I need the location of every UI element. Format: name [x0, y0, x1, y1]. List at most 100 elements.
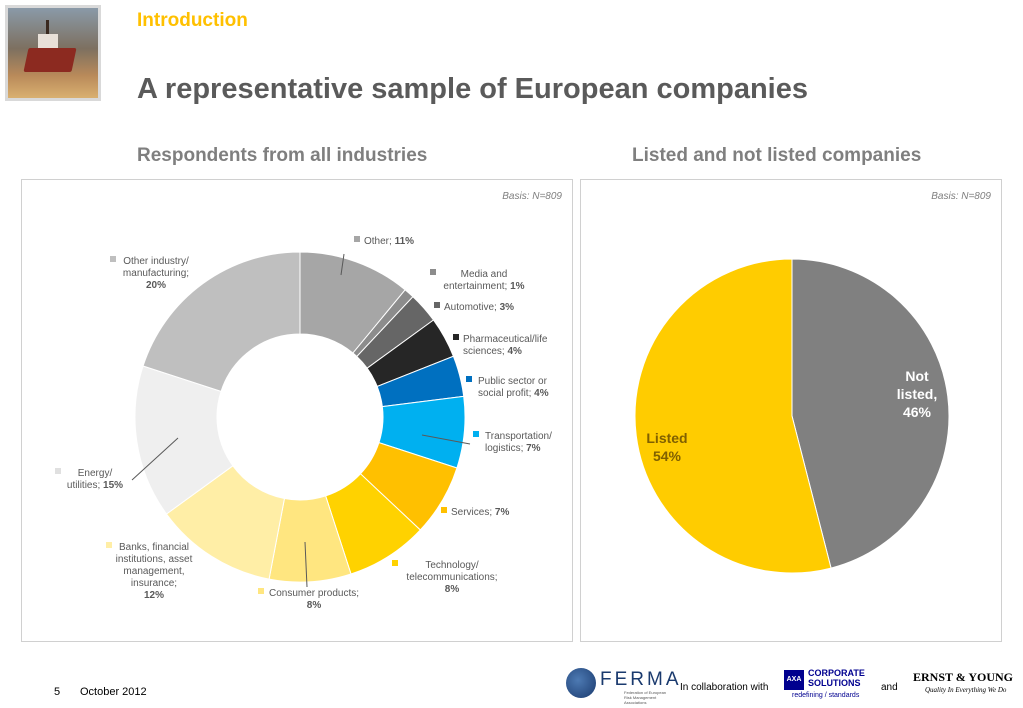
donut-label-line: Media and	[461, 269, 508, 280]
donut-label-line: entertainment;	[443, 281, 510, 292]
pie-label-line: 54%	[653, 448, 682, 464]
right-chart-subtitle: Listed and not listed companies	[632, 145, 922, 166]
axa-logo-name: CORPORATE SOLUTIONS	[808, 668, 865, 688]
donut-label-media-and-entertainment: Media and entertainment; 1%	[443, 269, 524, 292]
pie-label-line: listed,	[897, 386, 937, 402]
legend-square-media-and-entertainment	[430, 269, 436, 275]
donut-label-line: manufacturing;	[123, 268, 189, 279]
donut-label-transportation-logistics: Transportation/logistics; 7%	[485, 431, 552, 454]
donut-label-consumer-products: Consumer products; 8%	[269, 588, 359, 611]
donut-label-line: institutions, asset	[116, 554, 193, 565]
donut-label-services: Services; 7%	[451, 507, 509, 518]
pie-label-listed: Listed 54%	[646, 430, 687, 464]
donut-label-line: Pharmaceutical/life	[463, 334, 548, 345]
donut-value-media-and-entertainment: 1%	[510, 281, 525, 292]
donut-label-line: Energy/	[78, 468, 113, 479]
legend-square-banks-financial-institutions-asset-management-insurance	[106, 542, 112, 548]
donut-label-line: telecommunications;	[406, 572, 497, 583]
legend-square-other	[354, 236, 360, 242]
pie-label-not-listed: Not listed, 46%	[897, 368, 937, 420]
industry-basis-note: Basis: N=809	[502, 191, 562, 202]
ferma-logo: FERMA Federation of European Risk Manage…	[566, 665, 679, 705]
legend-square-consumer-products	[258, 588, 264, 594]
pie-label-line: Listed	[646, 430, 687, 446]
footer-date: October 2012	[80, 686, 147, 698]
donut-label-line: Technology/	[425, 560, 479, 571]
donut-value-transportation-logistics: 7%	[526, 443, 541, 454]
donut-label-line: Consumer products;	[269, 588, 359, 599]
donut-label-line: logistics;	[485, 443, 526, 454]
donut-label-line: utilities;	[67, 480, 103, 491]
donut-value-banks-financial-institutions-asset-management-insurance: 12%	[144, 590, 164, 601]
donut-label-other: Other; 11%	[364, 236, 414, 247]
left-chart-subtitle: Respondents from all industries	[137, 145, 428, 166]
axa-mark: AXA	[784, 670, 804, 690]
listing-basis-note: Basis: N=809	[931, 191, 991, 202]
donut-label-energy-utilities: Energy/utilities; 15%	[67, 468, 123, 491]
and-text: and	[881, 682, 898, 693]
leader-line-other	[340, 253, 345, 276]
industry-donut-chart: Other; 11% Media and entertainment; 1% Auto…	[55, 236, 552, 611]
donut-value-energy-utilities: 15%	[103, 480, 123, 491]
legend-square-public-sector-or-social-profit	[466, 376, 472, 382]
listing-pie-chart: Not listed, 46% Listed 54%	[634, 258, 950, 574]
donut-slice-other-industry-manufacturing	[142, 251, 301, 392]
donut-label-line: Public sector or	[478, 376, 548, 387]
donut-label-line: sciences;	[463, 346, 507, 357]
donut-label-line: Other;	[364, 236, 395, 247]
ey-name: ERNST & YOUNG	[913, 670, 1014, 684]
legend-square-technology-telecommunications	[392, 560, 398, 566]
donut-label-line: Services;	[451, 507, 495, 518]
donut-value-consumer-products: 8%	[307, 600, 322, 611]
leader-line-transportation-logistics	[421, 434, 471, 445]
donut-label-line: insurance;	[131, 578, 177, 589]
donut-label-pharmaceutical-life-sciences: Pharmaceutical/life sciences; 4%	[463, 334, 548, 357]
donut-label-banks-financial-institutions-asset-management-insurance: Banks, financial institutions, asset manag…	[116, 542, 193, 601]
leader-line-energy-utilities	[131, 437, 179, 481]
axa-line2: SOLUTIONS	[808, 678, 861, 688]
ferma-wordmark: FERMA	[600, 669, 682, 690]
donut-label-line: Banks, financial	[119, 542, 189, 553]
donut-label-other-industry-manufacturing: Other industry/manufacturing; 20%	[123, 256, 189, 291]
ferma-tagline: Federation of European Risk Management A…	[624, 690, 667, 705]
legend-square-other-industry-manufacturing	[110, 256, 116, 262]
ship-photo	[5, 5, 101, 101]
ship-hull	[23, 48, 77, 72]
donut-value-public-sector-or-social-profit: 4%	[534, 388, 549, 399]
donut-label-line: social profit;	[478, 388, 534, 399]
donut-label-public-sector-or-social-profit: Public sector or social profit; 4%	[478, 376, 549, 399]
collaboration-text: In collaboration with	[680, 682, 769, 693]
donut-label-technology-telecommunications: Technology/telecommunications; 8%	[406, 560, 497, 595]
donut-label-line: Other industry/	[123, 256, 189, 267]
donut-label-automotive: Automotive; 3%	[444, 302, 514, 313]
donut-label-line: Automotive;	[444, 302, 500, 313]
legend-square-transportation-logistics	[473, 431, 479, 437]
donut-value-services: 7%	[495, 507, 510, 518]
ship-deck	[38, 34, 58, 50]
legend-square-automotive	[434, 302, 440, 308]
pie-label-line: 46%	[903, 404, 932, 420]
legend-square-pharmaceutical-life-sciences	[453, 334, 459, 340]
pie-slice-not-listed	[791, 258, 950, 569]
donut-value-other: 11%	[395, 236, 415, 247]
axa-logo: AXA CORPORATE SOLUTIONS redefining / sta…	[784, 668, 870, 702]
industry-chart-panel: Basis: N=809 Other; 11% Media and entertai…	[21, 179, 573, 642]
pie-label-line: Not	[905, 368, 929, 384]
leader-line-consumer-products	[304, 541, 308, 588]
donut-value-technology-telecommunications: 8%	[445, 584, 460, 595]
ship-mast	[46, 20, 49, 36]
axa-slogan: redefining / standards	[792, 692, 860, 699]
donut-label-line: Transportation/	[485, 431, 552, 442]
donut-value-pharmaceutical-life-sciences: 4%	[507, 346, 522, 357]
legend-square-services	[441, 507, 447, 513]
axa-line1: CORPORATE	[808, 668, 865, 678]
ey-slogan: Quality In Everything We Do	[925, 686, 1007, 694]
page-number: 5	[54, 686, 61, 698]
ferma-globe-icon	[566, 668, 596, 698]
pie-slice-listed	[634, 258, 832, 574]
legend-square-energy-utilities	[55, 468, 61, 474]
section-label: Introduction	[137, 10, 248, 31]
ey-logo: ERNST & YOUNG Quality In Everything We D…	[913, 670, 1013, 700]
donut-value-other-industry-manufacturing: 20%	[146, 280, 166, 291]
page-title: A representative sample of European comp…	[137, 73, 808, 105]
